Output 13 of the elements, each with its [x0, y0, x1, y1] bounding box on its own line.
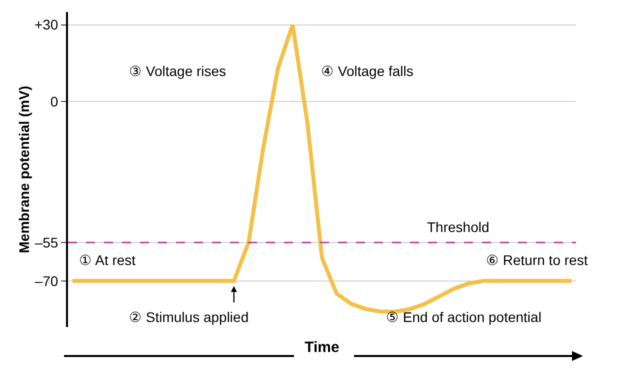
- x-axis-title: Time: [304, 339, 340, 356]
- y-tick-label: 0: [50, 94, 58, 110]
- annotation: ⑤ End of action potential: [386, 309, 542, 325]
- y-tick-label: –55: [34, 234, 58, 250]
- y-axis-title: Membrane potential (mV): [16, 86, 32, 254]
- annotation: ④ Voltage falls: [321, 63, 414, 79]
- annotation: ① At rest: [79, 252, 136, 268]
- annotation: ⑥ Return to rest: [486, 252, 588, 268]
- ref-line-label: Threshold: [427, 219, 490, 235]
- y-tick-label: +30: [34, 16, 58, 33]
- annotation: ② Stimulus applied: [129, 309, 249, 325]
- annotation: ③ Voltage rises: [129, 63, 226, 79]
- y-tick-label: –70: [34, 272, 58, 289]
